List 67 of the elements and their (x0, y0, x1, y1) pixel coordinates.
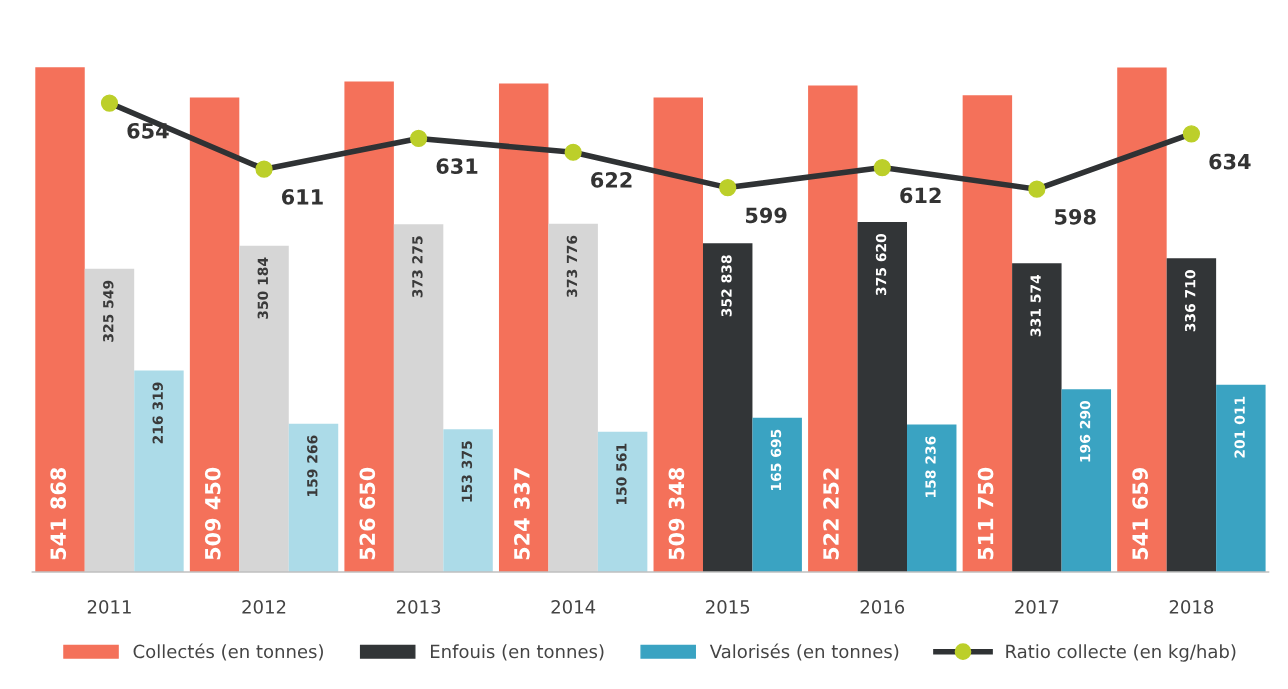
data-label: 622 (591, 172, 632, 188)
data-label: 153 375 (461, 441, 473, 502)
bar (239, 245, 289, 572)
data-label: 598 (1055, 208, 1096, 225)
bar (702, 243, 753, 572)
data-label: 509 348 (668, 467, 685, 560)
legend-label: Ratio collecte (en kg/hab) (1006, 644, 1236, 662)
data-label: 352 838 (721, 255, 732, 317)
x-tick-label: 2017 (1015, 600, 1059, 614)
data-label: 325 549 (103, 280, 114, 342)
bar (344, 81, 394, 572)
data-label: 201 011 (1234, 396, 1245, 458)
data-label: 373 776 (566, 235, 578, 297)
bar (84, 268, 135, 572)
data-label: 511 750 (977, 467, 994, 560)
legend-label: Valorisés (en tonnes) (709, 643, 899, 661)
data-label: 612 (900, 187, 941, 204)
bar (498, 83, 549, 572)
bar (443, 429, 493, 572)
x-tick-label: 2012 (242, 600, 286, 614)
bar (808, 85, 858, 572)
data-label: 524 337 (513, 468, 530, 560)
data-label: 375 620 (875, 233, 887, 296)
data-label: 541 868 (50, 467, 67, 560)
bar (962, 95, 1013, 572)
data-label: 522 252 (823, 468, 839, 560)
x-tick-label: 2013 (396, 600, 441, 614)
bar (548, 223, 598, 572)
data-label: 611 (282, 188, 323, 205)
data-label: 634 (1209, 153, 1251, 170)
data-label: 331 574 (1030, 274, 1041, 337)
data-label: 216 319 (152, 382, 163, 444)
data-label: 541 659 (1132, 467, 1148, 560)
bar (907, 424, 957, 572)
data-label: 336 710 (1184, 270, 1196, 332)
bar (1061, 389, 1112, 572)
bar (1216, 384, 1266, 572)
bar (35, 67, 85, 572)
data-label: 350 184 (257, 257, 269, 319)
data-label: 631 (436, 158, 478, 174)
bar (1166, 258, 1217, 572)
legend-label: Collectés (en tonnes) (133, 643, 323, 661)
legend-label: Enfouis (en tonnes) (431, 644, 604, 661)
data-label: 150 561 (616, 443, 627, 505)
data-label: 509 450 (204, 467, 221, 560)
bar (653, 97, 703, 572)
bar (597, 431, 648, 572)
bar (752, 417, 802, 572)
data-label: 159 266 (307, 435, 318, 496)
data-label: 196 290 (1079, 400, 1091, 462)
bar (1117, 67, 1167, 572)
data-label: 158 236 (925, 436, 936, 497)
data-label: 599 (745, 207, 787, 224)
x-tick-label: 2015 (706, 600, 750, 614)
data-label: 373 275 (412, 236, 423, 298)
bar (393, 224, 444, 572)
bar (134, 370, 184, 572)
data-label: 165 695 (770, 429, 782, 491)
x-tick-label: 2014 (551, 600, 596, 614)
x-tick-label: 2016 (860, 600, 905, 614)
data-label: 526 650 (359, 467, 376, 560)
bar (857, 222, 908, 572)
bar (189, 97, 240, 572)
x-tick-label: 2018 (1169, 600, 1214, 614)
x-tick-label: 2011 (87, 600, 131, 614)
bar (288, 423, 339, 572)
bar (1012, 263, 1062, 572)
